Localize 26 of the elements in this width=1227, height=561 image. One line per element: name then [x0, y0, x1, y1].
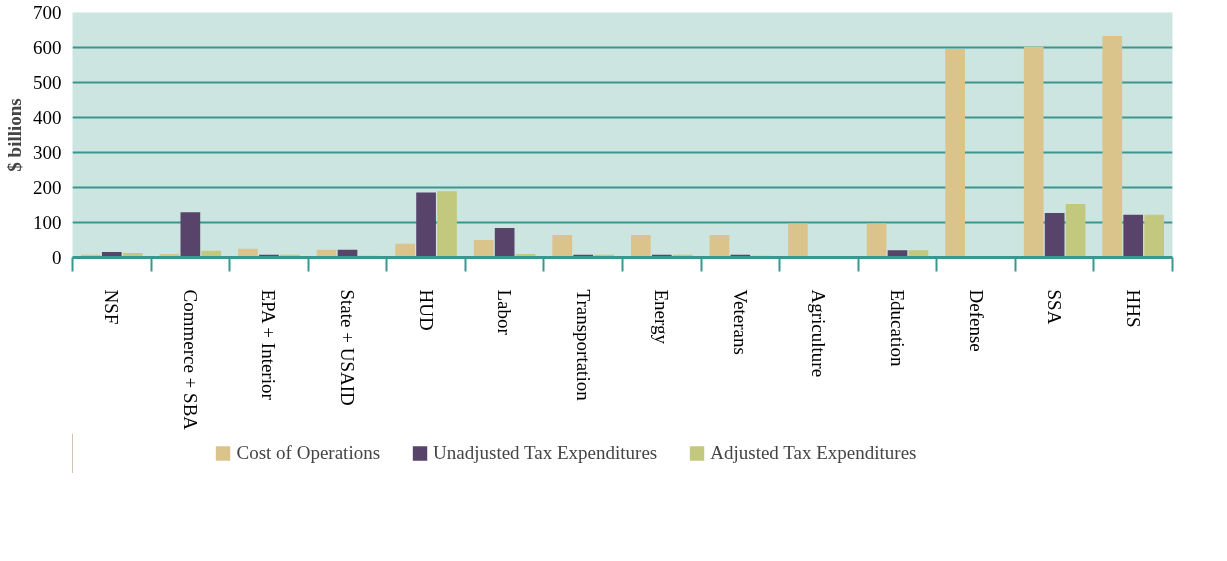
y-tick-label: 300	[33, 142, 62, 163]
x-tick-label: Defense	[965, 289, 987, 352]
y-axis-title: $ billions	[4, 98, 25, 172]
x-tick-label: HUD	[415, 289, 437, 331]
y-tick-label: 100	[33, 212, 62, 233]
y-tick-label: 500	[33, 72, 62, 93]
x-tick-label: HHS	[1122, 289, 1144, 328]
x-tick-label: SSA	[1044, 289, 1066, 325]
x-tick-label: Veterans	[729, 289, 751, 355]
y-tick-label: 0	[52, 247, 62, 268]
y-tick-label: 400	[33, 107, 62, 128]
legend-label: Cost of Operations	[236, 442, 381, 464]
x-tick-label: Transportation	[572, 289, 594, 402]
legend-label: Adjusted Tax Expenditures	[710, 442, 917, 464]
x-tick-label: Labor	[494, 289, 516, 336]
legend-label: Unadjusted Tax Expenditures	[433, 442, 658, 464]
x-tick-label: NSF	[101, 289, 123, 325]
y-tick-label: 200	[33, 177, 62, 198]
x-tick-label: EPA + Interior	[258, 289, 280, 401]
x-tick-label: Education	[887, 289, 908, 368]
x-tick-label: State + USAID	[337, 289, 358, 406]
x-tick-label: Commerce + SBA	[179, 289, 201, 431]
x-tick-label: Energy	[651, 289, 673, 345]
x-tick-label: Agriculture	[808, 289, 830, 378]
y-tick-label: 700	[33, 2, 62, 23]
y-tick-label: 600	[33, 37, 62, 58]
